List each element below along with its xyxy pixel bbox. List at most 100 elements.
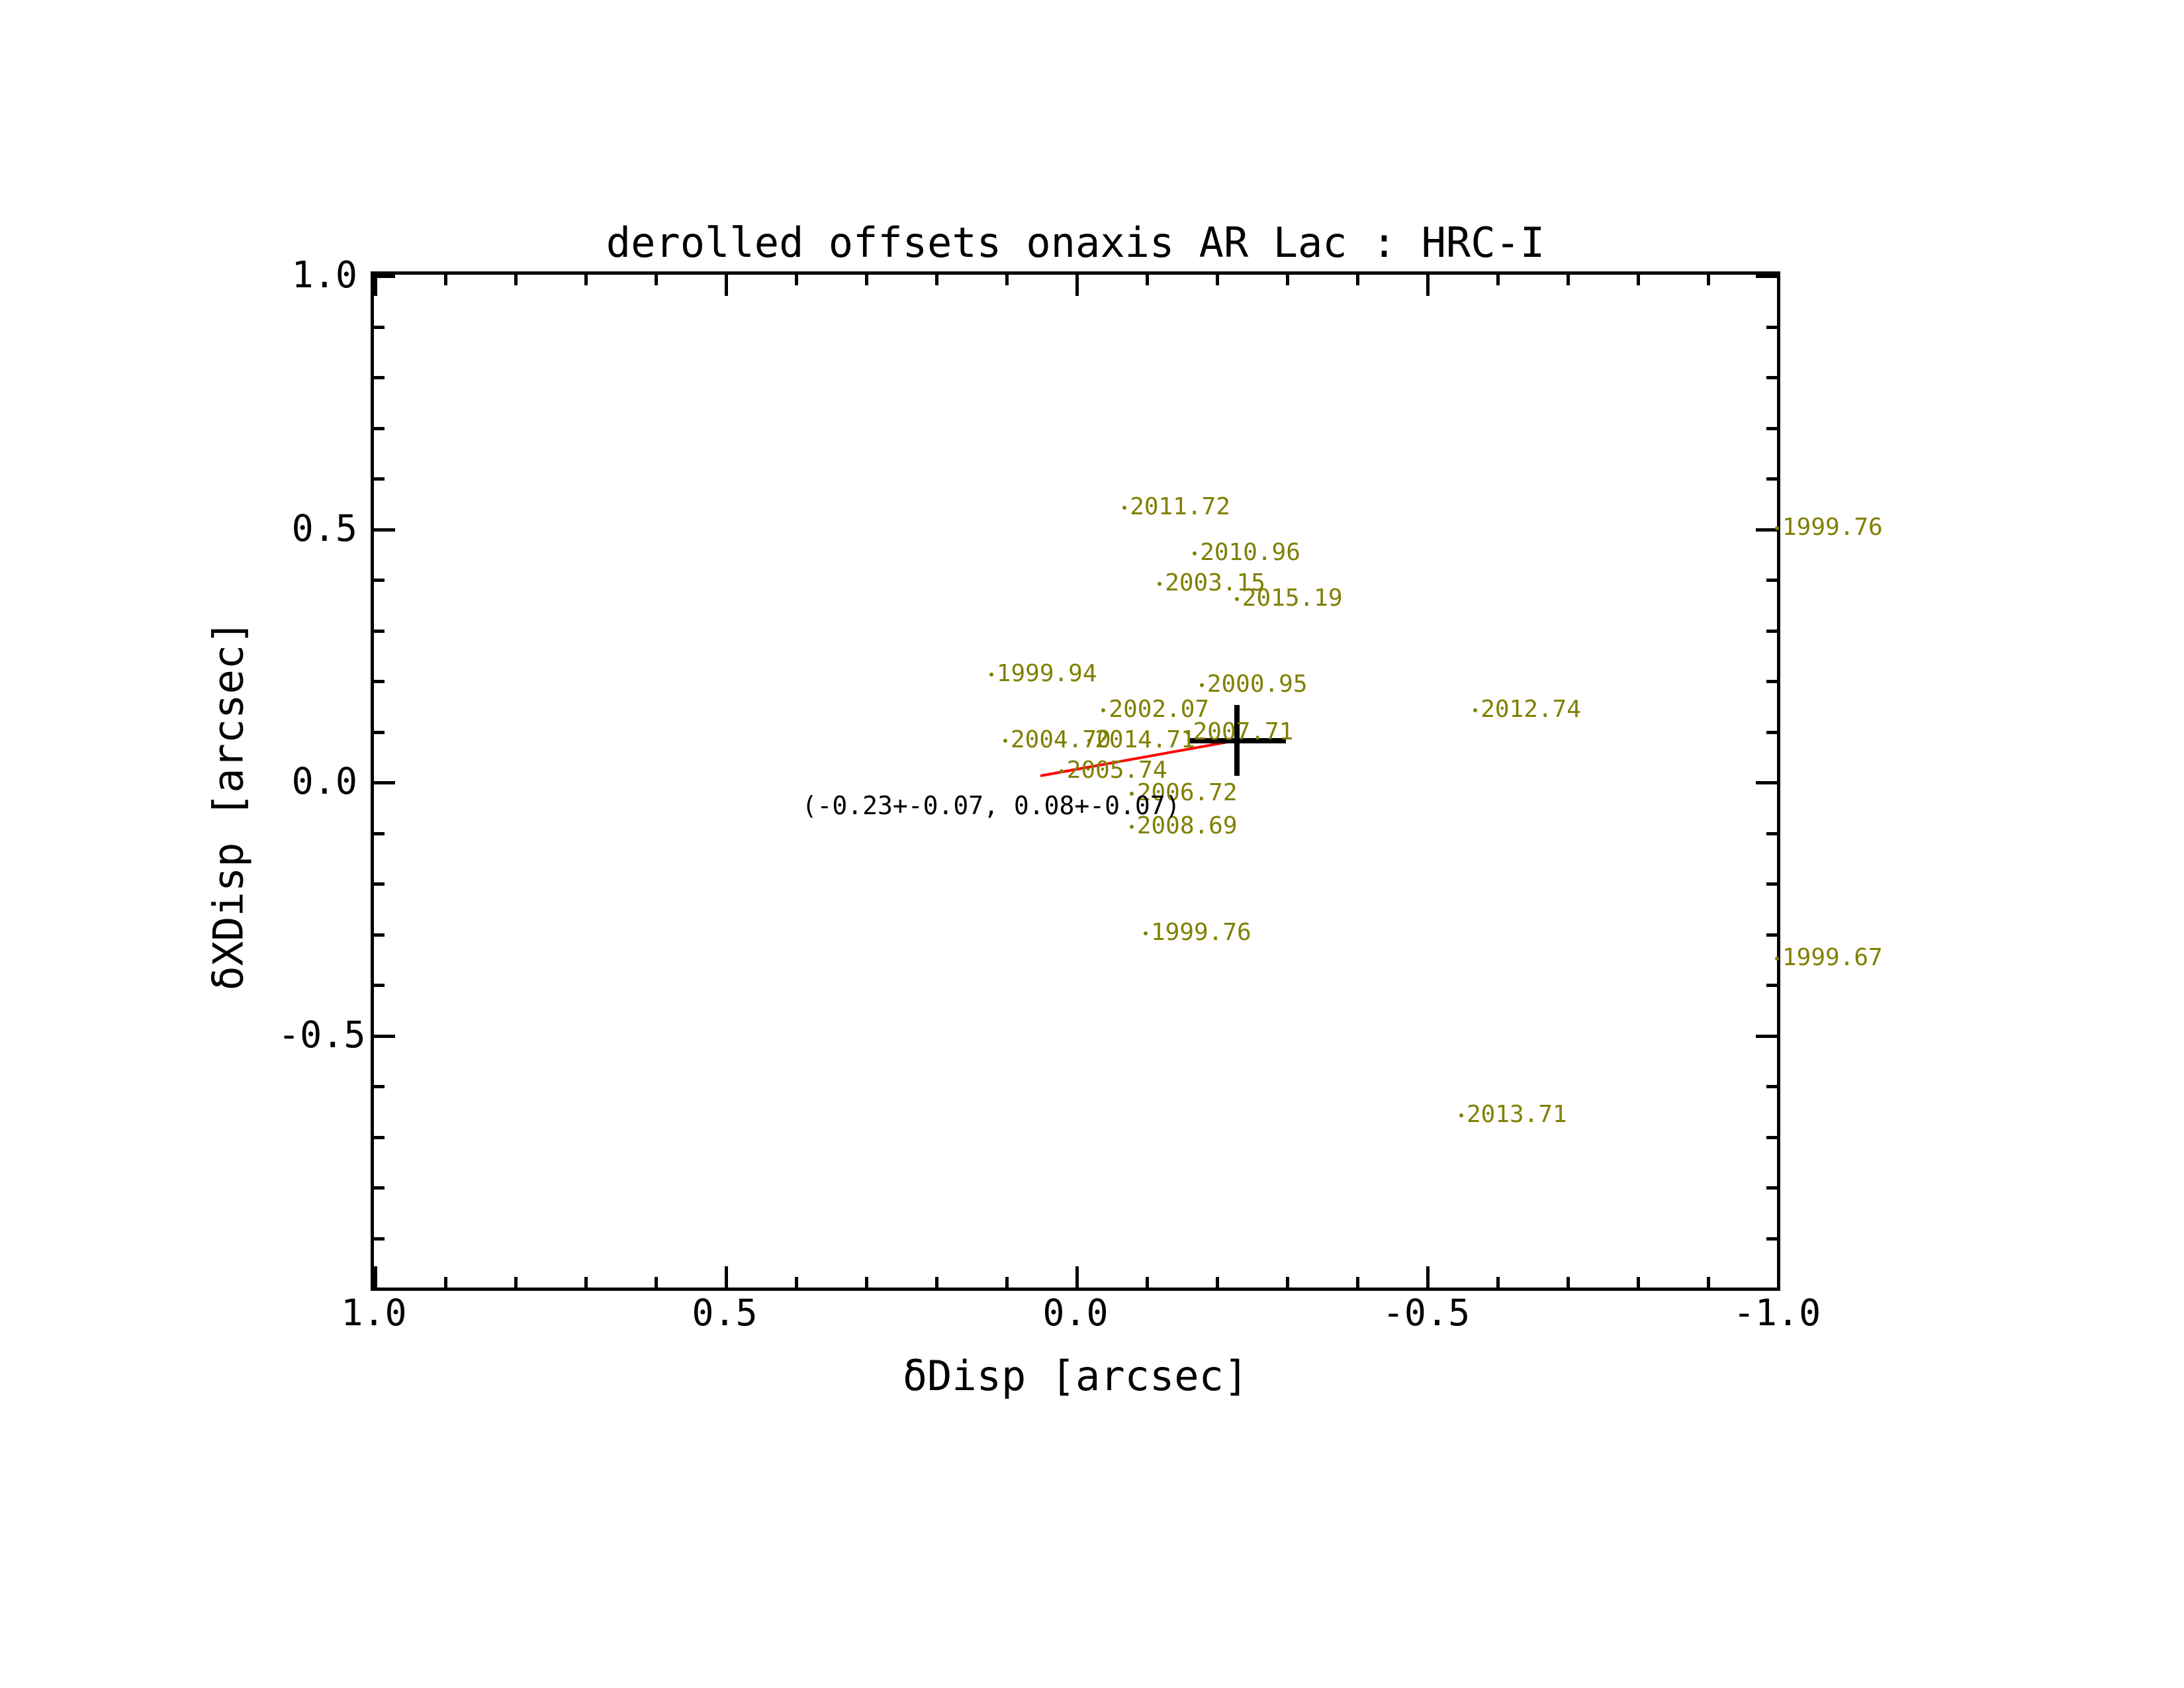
tick-major xyxy=(1756,275,1777,278)
x-tick-label: -1.0 xyxy=(1733,1291,1821,1334)
data-point xyxy=(1158,582,1161,586)
tick-minor xyxy=(374,680,385,683)
tick-minor xyxy=(374,882,385,886)
tick-minor xyxy=(374,1237,385,1241)
tick-minor xyxy=(1766,680,1777,683)
data-point-label: 1999.76 xyxy=(1782,514,1883,541)
tick-minor xyxy=(1637,1277,1640,1288)
data-point xyxy=(1101,708,1105,712)
data-point-label: 2000.95 xyxy=(1207,671,1308,698)
tick-minor xyxy=(584,275,588,285)
tick-minor xyxy=(1356,1277,1359,1288)
data-point-label: 2011.72 xyxy=(1130,493,1230,520)
y-tick-label: 1.0 xyxy=(278,254,357,296)
data-point xyxy=(1235,597,1239,601)
data-point-label: 2007.71 xyxy=(1193,718,1294,745)
tick-minor xyxy=(374,1186,385,1190)
tick-minor xyxy=(795,275,798,285)
tick-minor xyxy=(1707,1277,1710,1288)
tick-minor xyxy=(1146,275,1149,285)
data-point xyxy=(1473,708,1477,712)
scatter-chart: derolled offsets onaxis AR Lac : HRC-I δ… xyxy=(371,232,1780,1291)
tick-minor xyxy=(1766,832,1777,835)
tick-minor xyxy=(865,275,868,285)
tick-major xyxy=(374,1266,377,1288)
tick-minor xyxy=(1146,1277,1149,1288)
tick-minor xyxy=(374,984,385,987)
tick-minor xyxy=(1766,984,1777,987)
tick-minor xyxy=(1005,1277,1009,1288)
tick-minor xyxy=(1766,326,1777,329)
tick-minor xyxy=(374,731,385,734)
tick-major xyxy=(1075,275,1079,296)
y-tick-label: -0.5 xyxy=(278,1013,357,1056)
tick-minor xyxy=(1637,275,1640,285)
data-point-label: 2013.71 xyxy=(1467,1101,1567,1128)
tick-major xyxy=(1426,275,1430,296)
tick-minor xyxy=(1567,1277,1570,1288)
data-point-label: 2015.19 xyxy=(1242,585,1343,612)
tick-minor xyxy=(374,427,385,430)
tick-minor xyxy=(935,1277,938,1288)
data-point-label: 1999.94 xyxy=(997,660,1097,687)
x-tick-label: 0.5 xyxy=(692,1291,757,1334)
tick-minor xyxy=(1766,731,1777,734)
tick-minor xyxy=(1005,275,1009,285)
data-point-label: 1999.67 xyxy=(1782,944,1883,971)
tick-minor xyxy=(374,630,385,633)
data-point xyxy=(1459,1113,1463,1117)
tick-minor xyxy=(1766,376,1777,379)
tick-major xyxy=(374,1035,395,1038)
y-tick-label: 0.5 xyxy=(278,507,357,549)
tick-major xyxy=(1426,1266,1430,1288)
tick-major xyxy=(374,275,395,278)
data-point xyxy=(1775,526,1779,530)
tick-minor xyxy=(1567,275,1570,285)
tick-minor xyxy=(374,579,385,582)
tick-minor xyxy=(1766,933,1777,937)
tick-minor xyxy=(374,832,385,835)
data-point-label: 2010.96 xyxy=(1200,539,1300,566)
tick-minor xyxy=(444,275,447,285)
tick-minor xyxy=(1766,630,1777,633)
data-point-label: 1999.76 xyxy=(1151,919,1251,946)
data-point xyxy=(989,673,993,677)
tick-minor xyxy=(1286,275,1289,285)
data-point xyxy=(1775,957,1779,961)
tick-major xyxy=(1756,528,1777,532)
data-point-label: 2012.74 xyxy=(1480,696,1581,723)
tick-minor xyxy=(374,1288,385,1291)
data-point xyxy=(1144,931,1148,935)
data-point xyxy=(1130,825,1134,829)
tick-major xyxy=(1777,275,1780,296)
data-point xyxy=(1087,739,1091,743)
tick-minor xyxy=(1766,882,1777,886)
y-axis-label: δXDisp [arcsec] xyxy=(205,620,253,991)
data-point xyxy=(1060,769,1064,773)
data-point xyxy=(1200,683,1204,687)
y-tick-label: 0.0 xyxy=(278,760,357,802)
data-point xyxy=(1003,739,1007,743)
data-point xyxy=(1122,506,1126,510)
tick-minor xyxy=(1496,1277,1500,1288)
tick-minor xyxy=(935,275,938,285)
tick-minor xyxy=(1496,275,1500,285)
tick-major xyxy=(1777,1266,1780,1288)
tick-major xyxy=(374,528,395,532)
tick-minor xyxy=(1707,275,1710,285)
tick-major xyxy=(1756,781,1777,784)
x-tick-label: 0.0 xyxy=(1042,1291,1108,1334)
x-tick-label: -0.5 xyxy=(1383,1291,1470,1334)
tick-minor xyxy=(374,1136,385,1139)
tick-major xyxy=(374,781,395,784)
tick-minor xyxy=(514,275,518,285)
tick-major xyxy=(725,275,728,296)
tick-minor xyxy=(444,1277,447,1288)
tick-major xyxy=(1756,1035,1777,1038)
tick-major xyxy=(1075,1266,1079,1288)
tick-minor xyxy=(1766,1288,1777,1291)
plot-area: δDisp [arcsec] δXDisp [arcsec] 1.00.50.0… xyxy=(371,271,1780,1291)
tick-minor xyxy=(374,376,385,379)
tick-minor xyxy=(374,326,385,329)
tick-major xyxy=(725,1266,728,1288)
